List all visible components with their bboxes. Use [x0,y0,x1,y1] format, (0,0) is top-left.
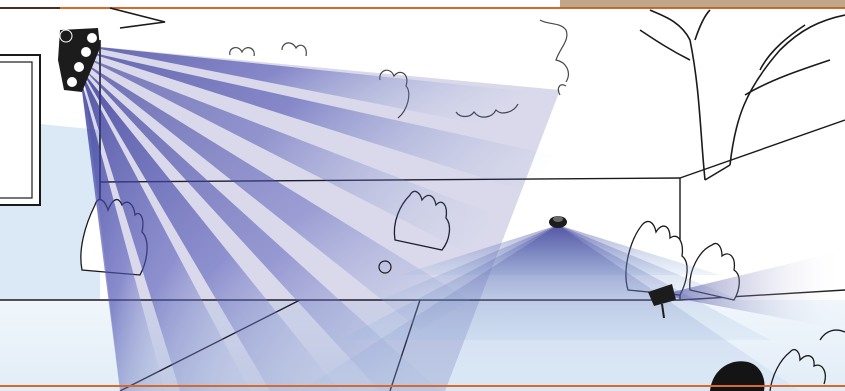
tree-icon [639,9,845,181]
foreground-device [710,361,765,391]
house-icon [0,7,166,260]
dome-sensor-beams [300,225,800,391]
top-margin [0,0,845,9]
spotlight-beam [660,250,845,330]
top-photo-strip [560,0,845,8]
ground-marker [378,260,392,274]
foreground-shrub [769,329,845,391]
wall-sensor-beams [80,45,620,391]
house-window [0,54,41,206]
pir-motion-sensor-icon [58,28,100,92]
dome-sensor-icon [549,216,567,228]
spotlight-icon [648,284,676,319]
